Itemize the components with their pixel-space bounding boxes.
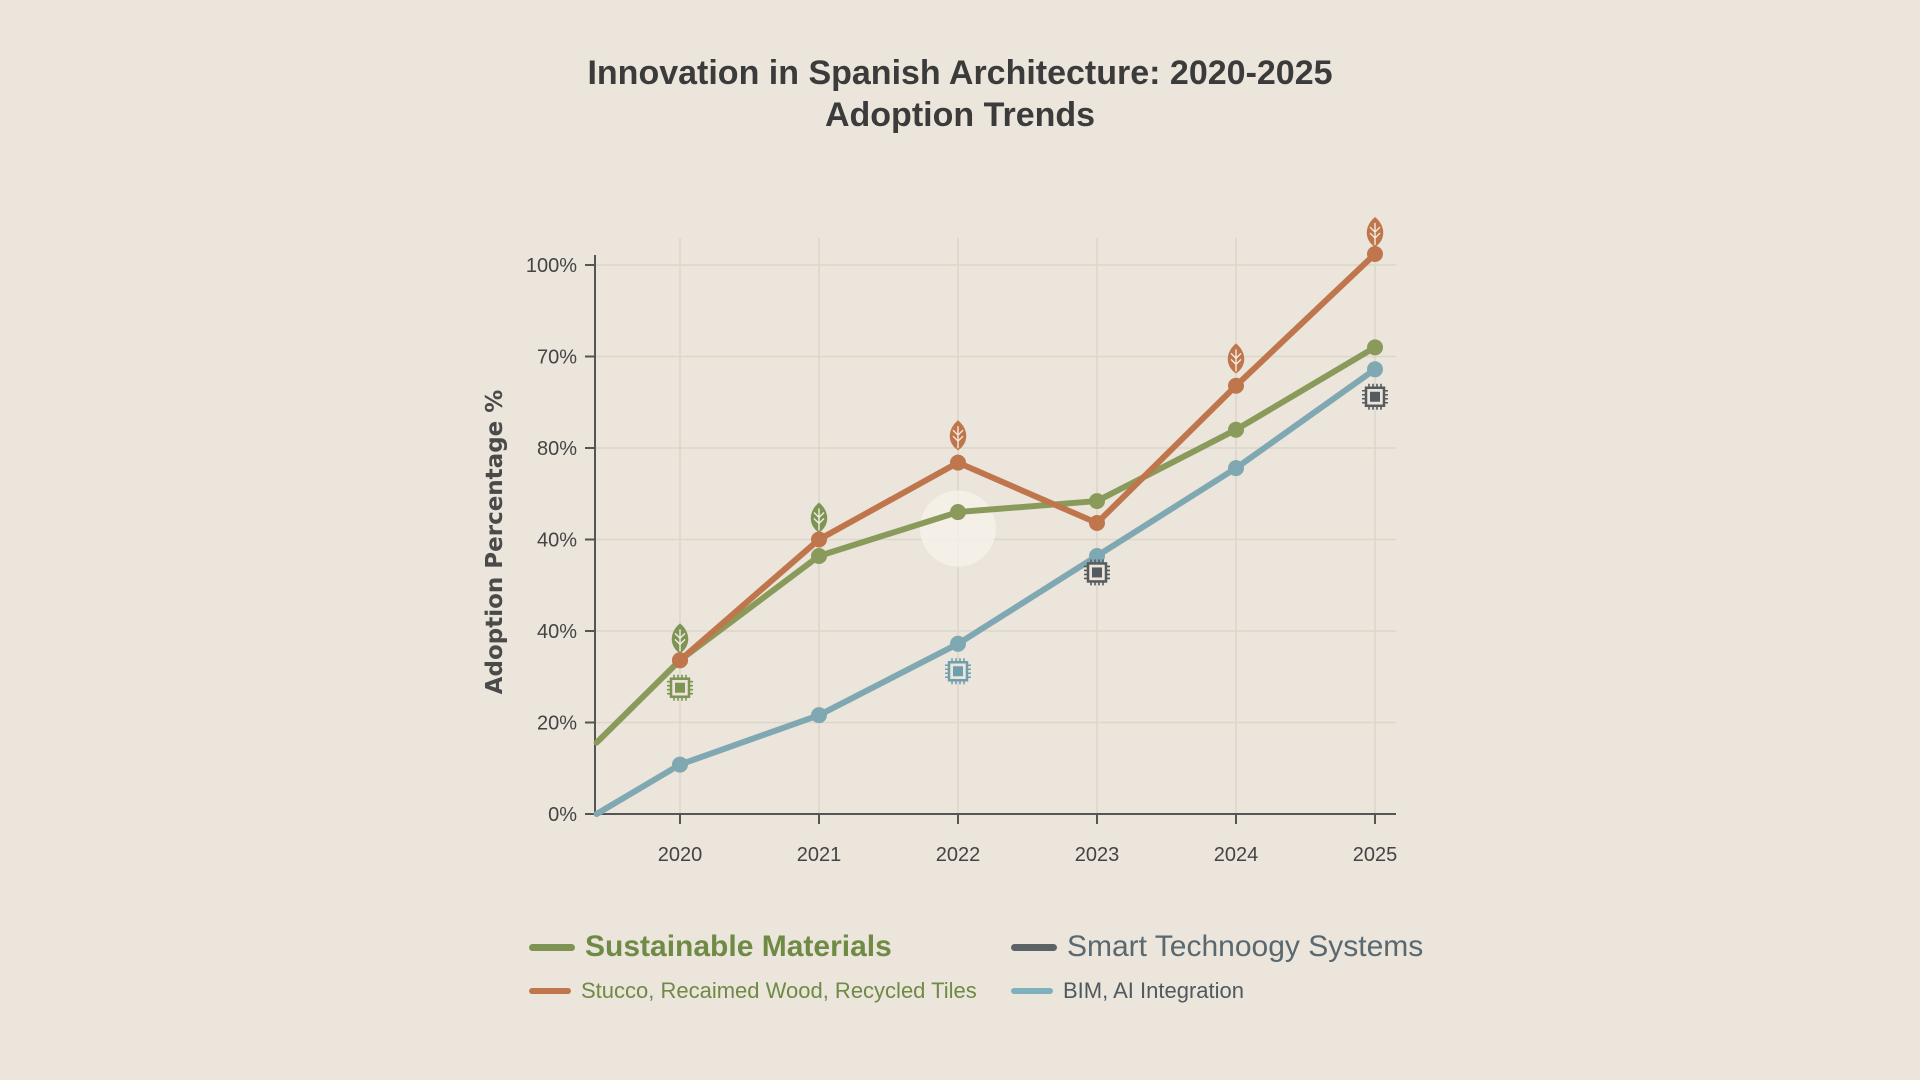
chip-icon: [667, 674, 693, 701]
series-line: [593, 366, 1378, 817]
data-point: [1367, 246, 1383, 263]
chip-core: [1092, 567, 1102, 578]
leaf-icon: [949, 420, 967, 451]
y-tick-label: 40%: [537, 530, 577, 552]
x-tick-label: 2024: [1214, 844, 1259, 866]
x-tick-label: 2021: [797, 844, 842, 866]
subtitle-line: Adoption Trends: [824, 96, 1096, 134]
x-tick-label: 2020: [658, 844, 703, 866]
legend-item-bim: BIM, AI Integration: [1011, 978, 1244, 1004]
leaf-icon: [1227, 343, 1245, 374]
legend-swatch: [529, 988, 571, 994]
y-tick-label: 20%: [537, 713, 577, 735]
chip-icon: [1362, 383, 1388, 410]
data-point: [1089, 547, 1105, 564]
legend-swatch: [1011, 943, 1057, 951]
y-axis-label: Adoption Percentage %: [482, 390, 508, 695]
chip-icon: [945, 658, 971, 685]
data-point: [672, 652, 688, 669]
leaf-veins: [952, 426, 964, 449]
y-tick-label: 40%: [537, 621, 577, 643]
legend-label: Stucco, Recaimed Wood, Recycled Tiles: [581, 978, 977, 1003]
data-point: [811, 531, 827, 548]
legend-swatch: [1011, 988, 1053, 994]
data-point: [811, 547, 827, 564]
data-point: [950, 635, 966, 652]
y-tick-label: 80%: [537, 438, 577, 460]
data-point: [950, 504, 966, 521]
chip-icon: [1084, 559, 1110, 586]
chip-core: [675, 682, 685, 693]
series-line: [677, 251, 1378, 664]
data-point: [1228, 421, 1244, 438]
chip-core: [953, 666, 963, 677]
data-point: [1089, 515, 1105, 532]
y-tick-label: 100%: [526, 255, 577, 277]
x-tick-label: 2023: [1075, 844, 1120, 866]
leaf-icon: [671, 623, 689, 654]
legend-label: BIM, AI Integration: [1063, 978, 1244, 1003]
leaf-icon: [810, 502, 828, 533]
data-point: [1367, 361, 1383, 378]
data-point: [1089, 493, 1105, 510]
leaf-veins: [813, 508, 825, 531]
data-point: [1228, 460, 1244, 477]
y-tick-label: 0%: [548, 804, 577, 826]
legend-item-stucco: Stucco, Recaimed Wood, Recycled Tiles: [529, 978, 977, 1004]
data-point: [1367, 339, 1383, 356]
leaf-veins: [1230, 349, 1242, 372]
data-point: [950, 454, 966, 471]
data-point: [672, 756, 688, 773]
chip-core: [1370, 391, 1380, 402]
legend-label: Smart Technoogy Systems: [1067, 930, 1424, 963]
leaf-veins: [1369, 223, 1381, 246]
x-tick-label: 2025: [1353, 844, 1398, 866]
data-point: [811, 707, 827, 724]
title-line: Innovation in Spanish Architecture: 2020…: [587, 54, 1333, 92]
x-tick-label: 2022: [936, 844, 981, 866]
legend-item-smart-tech: Smart Technoogy Systems: [1011, 930, 1423, 964]
leaf-icon: [1366, 217, 1384, 248]
leaf-veins: [674, 629, 686, 652]
highlight-glow: [920, 490, 996, 567]
y-tick-label: 70%: [537, 347, 577, 369]
legend-label: Sustainable Materials: [585, 930, 892, 963]
legend-item-sustainable: Sustainable Materials: [529, 930, 892, 964]
chart-title: Innovation in Spanish Architecture: 2020…: [0, 52, 1920, 136]
legend-swatch: [529, 943, 575, 951]
data-point: [1228, 377, 1244, 394]
